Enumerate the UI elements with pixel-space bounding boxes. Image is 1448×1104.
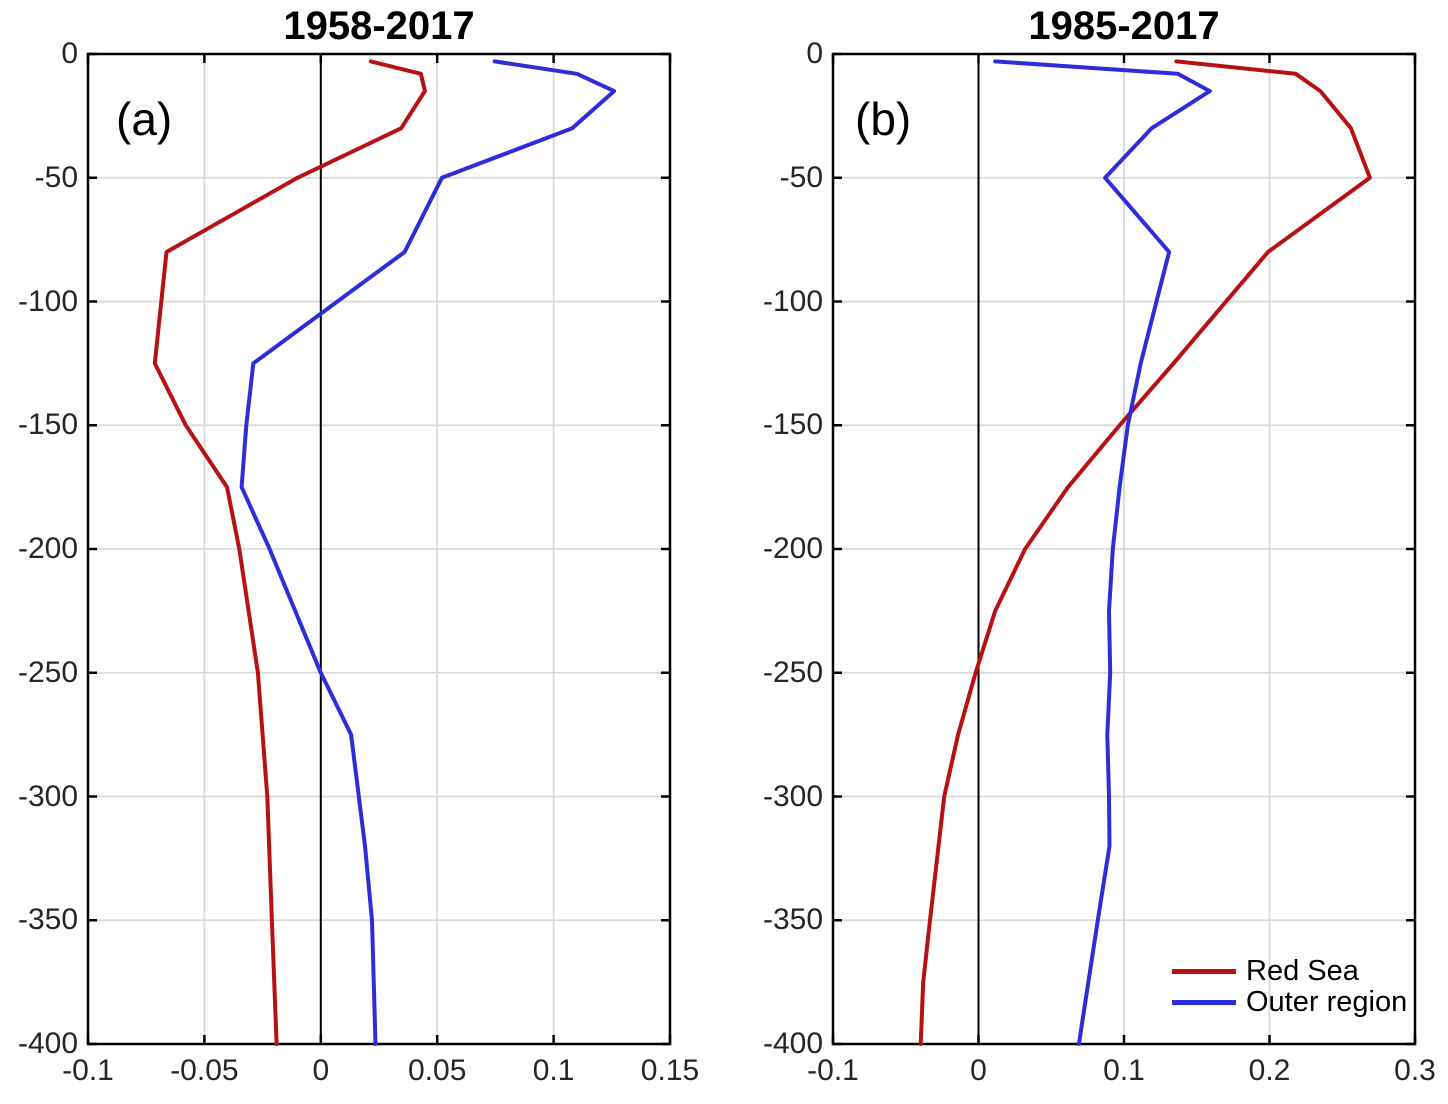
x-tick-label: 0.15	[640, 1054, 700, 1087]
legend-label-red-sea: Red Sea	[1246, 955, 1359, 987]
y-tick-label: -350	[762, 903, 823, 937]
x-tick-label: 0.2	[1248, 1054, 1291, 1087]
legend-line-outer-region	[1172, 999, 1236, 1005]
y-tick-label: 0	[61, 37, 78, 70]
legend: Red Sea Outer region	[1172, 956, 1407, 1017]
y-tick-label: -350	[17, 903, 78, 937]
panel-a-title: 1958-2017	[283, 4, 475, 48]
y-tick-label: -150	[17, 408, 78, 442]
x-tick-label: -0.1	[62, 1054, 114, 1087]
panel-b-title: 1985-2017	[1028, 4, 1220, 48]
y-tick-label: -50	[34, 160, 78, 194]
y-tick-label: -150	[762, 408, 823, 442]
x-tick-label: 0	[970, 1054, 987, 1087]
y-tick-label: -400	[762, 1027, 823, 1060]
y-tick-label: -250	[17, 655, 78, 689]
x-tick-label: 0.05	[407, 1054, 467, 1087]
legend-row-outer-region: Outer region	[1172, 987, 1407, 1017]
series-line-red-sea-b	[918, 59, 1372, 1046]
x-tick-label: -0.1	[807, 1054, 859, 1087]
series-line-outer-region-a	[239, 59, 617, 1046]
y-tick-label: -300	[17, 779, 78, 813]
y-tick-label: -50	[779, 160, 823, 194]
y-tick-label: -100	[762, 284, 823, 318]
y-tick-label: -250	[762, 655, 823, 689]
x-tick-label: 0	[312, 1054, 330, 1087]
y-tick-label: -200	[17, 532, 78, 565]
series-line-outer-region-b	[993, 59, 1212, 1046]
panel-a-label: (a)	[116, 93, 173, 145]
panel-a-plot	[86, 52, 672, 1046]
y-tick-label: 0	[806, 37, 823, 70]
x-tick-label: 0.1	[1103, 1054, 1145, 1087]
y-tick-label: -300	[762, 779, 823, 813]
x-tick-label: 0.3	[1394, 1054, 1436, 1087]
legend-row-red-sea: Red Sea	[1172, 956, 1407, 986]
y-tick-label: -400	[17, 1027, 78, 1060]
series-line-red-sea-a	[152, 59, 427, 1046]
y-tick-label: -100	[17, 284, 78, 318]
legend-line-red-sea	[1172, 968, 1236, 974]
panel-b-label: (b)	[855, 93, 912, 145]
panel-b-plot	[831, 52, 1417, 1046]
y-tick-label: -200	[762, 532, 823, 565]
legend-label-outer-region: Outer region	[1246, 986, 1408, 1018]
x-tick-label: 0.1	[532, 1054, 575, 1087]
x-tick-label: -0.05	[170, 1054, 239, 1087]
